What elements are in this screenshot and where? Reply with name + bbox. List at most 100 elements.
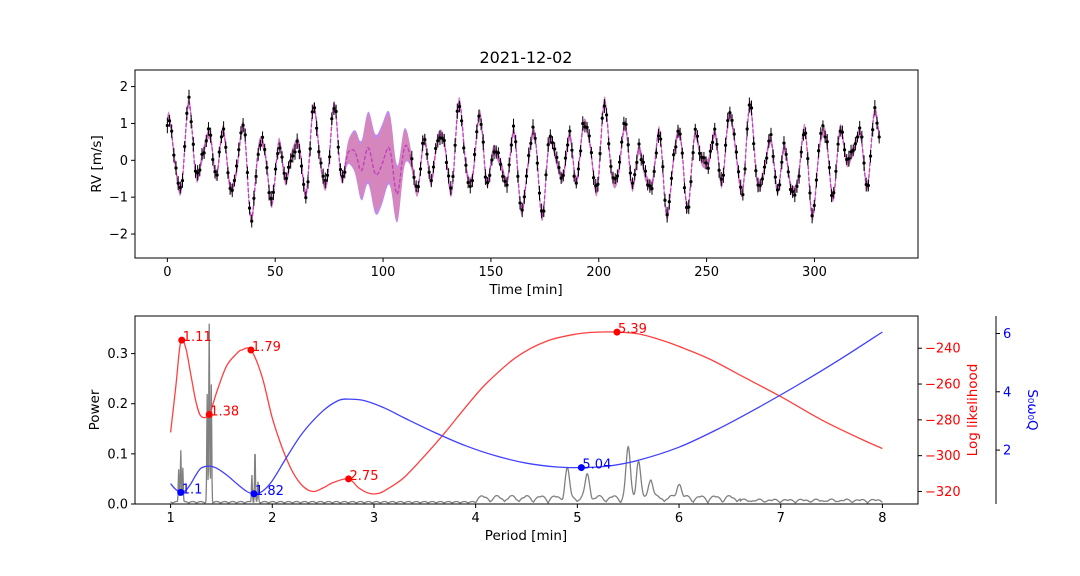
data-point <box>280 155 284 159</box>
data-point <box>472 152 477 157</box>
data-point <box>514 140 518 144</box>
data-point <box>723 143 728 147</box>
data-point <box>855 135 860 139</box>
x-tick-label: 1 <box>166 511 174 526</box>
peak-label: 5.39 <box>618 322 647 337</box>
data-point <box>877 135 881 139</box>
data-point <box>728 111 732 115</box>
data-point <box>563 156 568 160</box>
data-point <box>252 196 256 200</box>
data-point <box>596 182 600 186</box>
data-point <box>581 121 585 126</box>
data-point <box>542 209 546 213</box>
data-point <box>771 154 775 158</box>
data-point <box>481 140 485 144</box>
x-tick-label: 3 <box>370 511 378 526</box>
data-point <box>219 135 224 139</box>
data-point <box>760 177 764 181</box>
data-point <box>498 162 503 166</box>
data-point <box>767 139 771 143</box>
data-point <box>836 142 840 146</box>
data-point <box>860 135 864 139</box>
data-point <box>202 151 206 155</box>
data-point <box>315 126 319 130</box>
data-point <box>336 145 340 149</box>
peak-label: 2.75 <box>350 469 379 484</box>
data-point <box>232 178 237 183</box>
bottom-right-y-ticks: −320 −300 −280 −260 −240 <box>918 342 961 500</box>
bottom-y-axis-label: Power <box>87 389 103 430</box>
peak-marker <box>345 475 353 483</box>
right2-y-tick-label: 6 <box>1003 327 1011 342</box>
data-point <box>278 146 282 150</box>
data-point <box>291 154 295 158</box>
data-point <box>516 174 520 179</box>
data-point <box>485 181 490 185</box>
y-tick-label: 0.2 <box>107 397 128 412</box>
data-points-group <box>165 89 881 228</box>
data-point <box>827 165 832 170</box>
data-point <box>436 139 440 143</box>
data-point <box>866 183 870 188</box>
x-tick-label: 0 <box>163 265 171 280</box>
data-point <box>215 173 219 177</box>
data-point <box>308 147 312 151</box>
bottom-right2-y-ticks: 2 4 6 <box>996 327 1011 459</box>
data-point <box>276 151 280 156</box>
bottom-right-axis-label: Log likelihood <box>965 364 981 457</box>
data-point <box>851 148 855 152</box>
data-point <box>607 142 611 146</box>
data-point <box>628 171 632 175</box>
data-point <box>752 142 756 146</box>
y-tick-label: 0.1 <box>107 447 128 462</box>
data-point <box>172 153 176 157</box>
data-point <box>477 114 481 118</box>
data-point <box>271 190 275 194</box>
data-point <box>544 173 548 177</box>
data-point <box>475 130 479 134</box>
data-point <box>501 174 505 179</box>
data-point <box>531 125 535 129</box>
y-tick-label: −2 <box>109 228 128 243</box>
data-point <box>293 150 297 154</box>
x-tick-label: 2 <box>268 511 276 526</box>
data-point <box>626 143 630 147</box>
data-point <box>449 186 453 190</box>
data-point <box>639 157 643 162</box>
peak-marker <box>577 464 585 472</box>
data-point <box>527 153 531 158</box>
data-point <box>440 136 444 140</box>
y-tick-label: 2 <box>120 80 128 95</box>
data-point <box>444 160 449 165</box>
periodogram-line <box>170 323 883 505</box>
data-point <box>496 151 500 155</box>
data-point <box>505 183 509 187</box>
data-point <box>462 146 466 150</box>
bottom-right2-axis-label: S₀ω₀Q <box>1024 389 1040 430</box>
data-point <box>211 157 215 162</box>
data-point <box>858 126 862 130</box>
data-point <box>343 170 347 174</box>
data-point <box>568 129 572 133</box>
x-tick-label: 50 <box>267 265 284 280</box>
data-point <box>176 181 180 185</box>
peak-label: 1.1 <box>182 482 203 497</box>
data-point <box>816 149 821 153</box>
data-point <box>682 186 687 190</box>
data-point <box>230 188 234 192</box>
data-point <box>702 156 706 160</box>
data-point <box>687 205 691 209</box>
data-point <box>674 145 678 149</box>
data-point <box>490 158 494 162</box>
data-point <box>299 164 304 168</box>
data-point <box>304 195 308 200</box>
data-point <box>224 145 228 149</box>
bottom-x-axis-label: Period [min] <box>485 528 567 544</box>
data-point <box>873 106 877 110</box>
data-point <box>518 201 522 205</box>
chart-title: 2021-12-02 <box>480 48 573 67</box>
data-point <box>273 167 278 171</box>
data-point <box>483 175 488 179</box>
data-point <box>286 165 291 169</box>
data-point <box>821 124 825 128</box>
